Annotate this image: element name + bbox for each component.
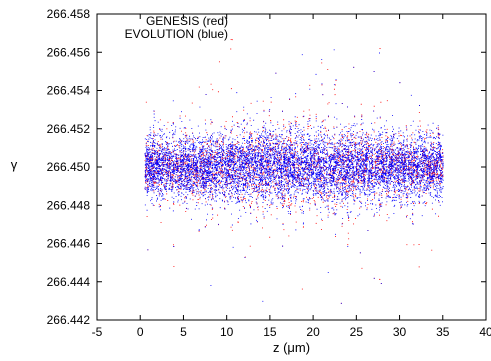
y-tick-label: 266.458 bbox=[47, 7, 91, 21]
plot-frame bbox=[96, 13, 487, 321]
y-tick-label: 266.444 bbox=[47, 275, 91, 289]
x-tick-label: 20 bbox=[306, 325, 320, 339]
y-tick-label: 266.452 bbox=[47, 122, 91, 136]
x-tick-label: 30 bbox=[393, 325, 407, 339]
legend-entry: GENESIS (red) bbox=[146, 14, 228, 28]
series-evolution-points bbox=[144, 49, 444, 304]
y-tick-label: 266.454 bbox=[47, 84, 91, 98]
data-points bbox=[144, 39, 444, 304]
x-tick-label: 35 bbox=[436, 325, 450, 339]
x-tick-label: 25 bbox=[350, 325, 364, 339]
x-tick-label: 10 bbox=[220, 325, 234, 339]
y-tick-label: 266.448 bbox=[47, 198, 91, 212]
y-tick-label: 266.456 bbox=[47, 45, 91, 59]
x-tick-label: 15 bbox=[263, 325, 277, 339]
x-tick-label: 5 bbox=[180, 325, 187, 339]
y-tick-label: 266.442 bbox=[47, 313, 91, 327]
x-tick-label: 0 bbox=[137, 325, 144, 339]
y-axis-label: γ bbox=[11, 157, 18, 172]
x-axis-label: z (μm) bbox=[273, 340, 310, 355]
x-tick-label: 40 bbox=[479, 325, 491, 339]
legend-entry: EVOLUTION (blue) bbox=[125, 27, 228, 41]
x-tick-label: -5 bbox=[92, 325, 103, 339]
y-tick-label: 266.450 bbox=[47, 160, 91, 174]
y-tick-label: 266.446 bbox=[47, 237, 91, 251]
axes: -5 0 5 10 15 20 25 30 35 40 266.442 266.444 266.446 2… bbox=[11, 7, 491, 355]
legend: GENESIS (red)EVOLUTION (blue) bbox=[125, 14, 228, 41]
